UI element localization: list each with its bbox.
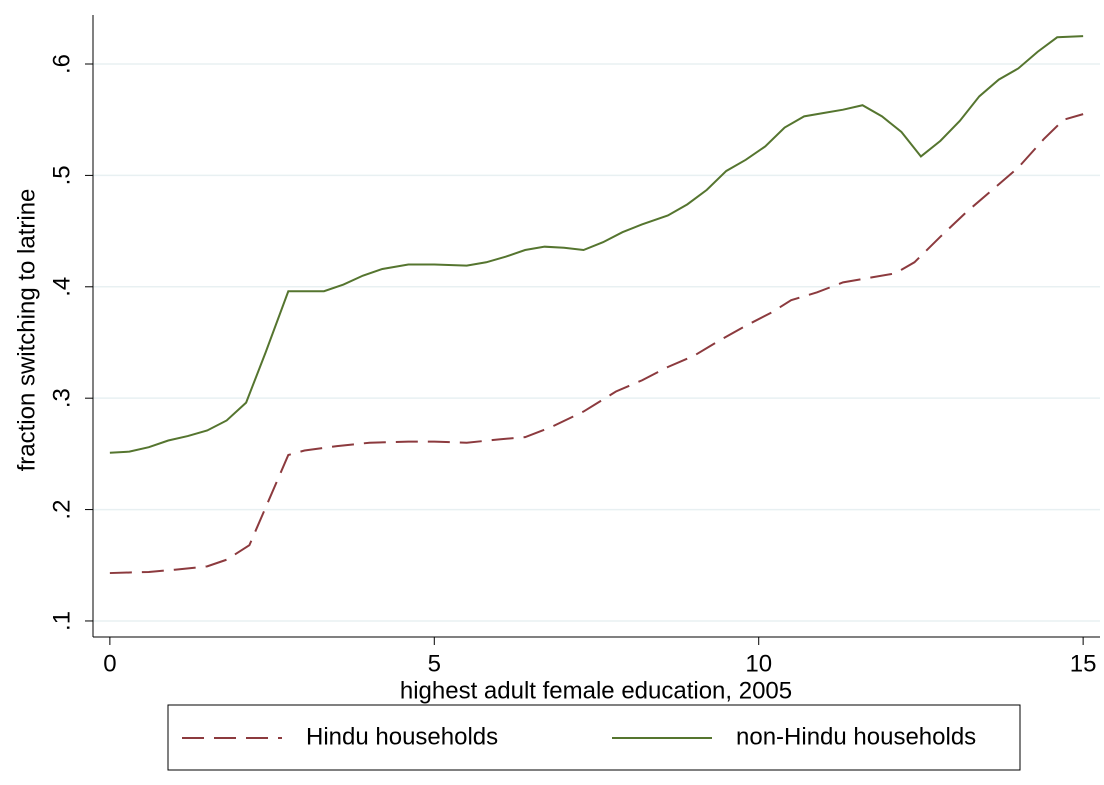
y-tick-label: .1 [48,611,75,631]
y-axis-title: fraction switching to latrine [13,189,40,472]
x-axis-title: highest adult female education, 2005 [400,677,792,704]
x-tick-label: 0 [103,650,116,677]
legend-box [167,704,1021,771]
line [109,113,1084,575]
x-tick-label: 15 [1070,650,1097,677]
y-tick-label: .2 [48,500,75,520]
y-tick-label: .6 [48,54,75,74]
legend-label: non-Hindu households [736,723,976,750]
y-tick-label: .5 [48,165,75,185]
y-tick-label: .3 [48,388,75,408]
line [109,35,1084,454]
x-tick-label: 10 [745,650,772,677]
legend-label: Hindu households [306,723,498,750]
x-tick-label: 5 [428,650,441,677]
y-tick-label: .4 [48,277,75,297]
